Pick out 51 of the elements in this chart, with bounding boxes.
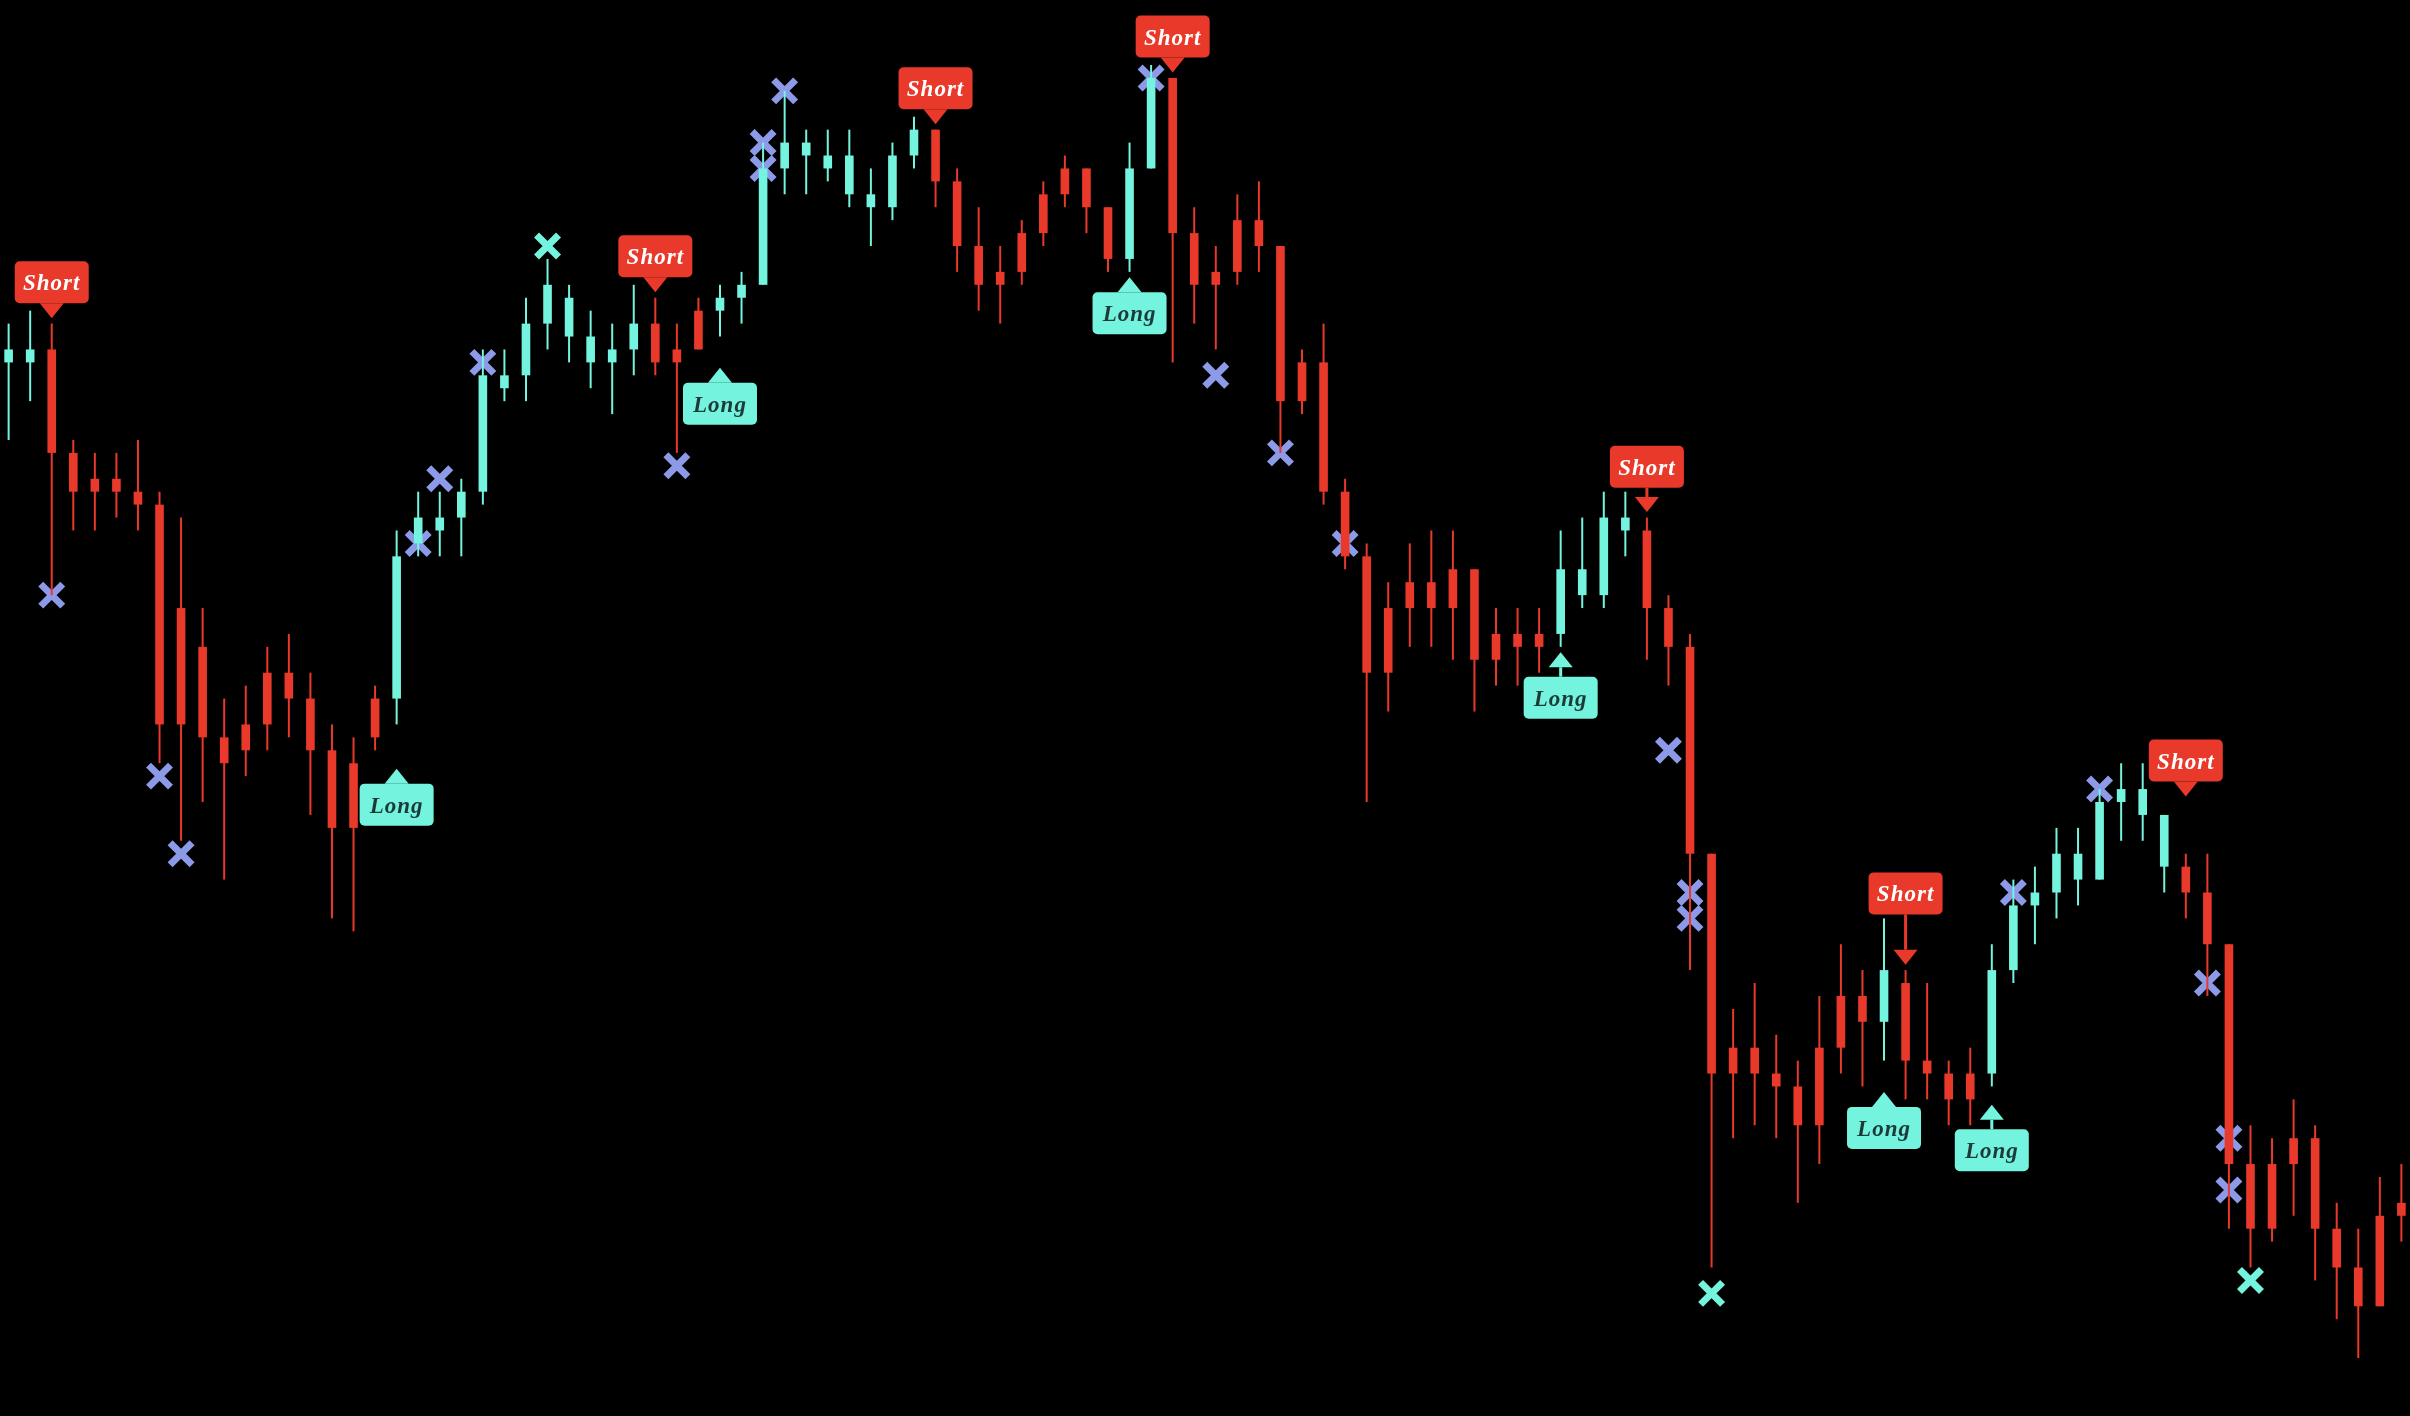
candlestick [4, 322, 13, 441]
legend-label: Long [1532, 685, 1588, 711]
text: Long [1102, 301, 1157, 327]
point [425, 464, 455, 494]
text: Long [1857, 1115, 1911, 1141]
text: Short [1143, 24, 1202, 50]
point [145, 761, 175, 791]
text: Short [2157, 748, 2215, 774]
point [1201, 360, 1231, 390]
candlestick [1513, 607, 1522, 687]
series-label: Short [23, 270, 81, 296]
candlestick [1621, 490, 1630, 558]
candlestick [133, 438, 143, 532]
point [2235, 1265, 2265, 1295]
point [1697, 1278, 1727, 1308]
candlestick [1922, 982, 1932, 1101]
candlestick [672, 322, 682, 454]
candlestick [112, 451, 121, 519]
point [662, 451, 692, 481]
point [37, 580, 67, 610]
text: Short [626, 244, 685, 270]
candlestick [2116, 762, 2126, 842]
text: Long [693, 391, 747, 417]
text: Short [906, 76, 965, 102]
point [1653, 735, 1683, 765]
candlestick [435, 490, 445, 558]
point [1265, 438, 1295, 468]
candlestick [1534, 607, 1544, 674]
candlestick [866, 167, 876, 248]
text: Short [1618, 454, 1676, 480]
candlestick [1211, 245, 1221, 351]
point [166, 839, 196, 869]
candlestick [995, 245, 1005, 325]
candlestick [25, 309, 35, 403]
candlestick [823, 128, 833, 183]
candlestick [801, 128, 811, 196]
text: Long [369, 792, 424, 818]
candlestick [500, 348, 509, 403]
candlestick [90, 451, 100, 532]
point [2085, 774, 2115, 804]
candlestick [715, 283, 725, 338]
point [770, 76, 800, 106]
point [2214, 1175, 2244, 1205]
candlestick [607, 322, 617, 416]
candlestick [1771, 1033, 1781, 1140]
candlestick [737, 270, 746, 325]
text: Short [1876, 881, 1935, 907]
point [468, 347, 498, 377]
point [533, 231, 563, 261]
text: Long [1964, 1138, 2019, 1164]
candlestick [2397, 1163, 2406, 1243]
